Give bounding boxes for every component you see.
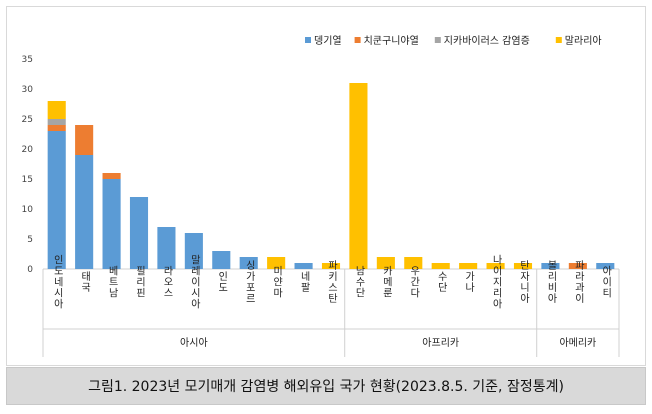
bar-1-10 — [294, 263, 313, 269]
bar-1-21 — [596, 263, 615, 269]
bar-4-11 — [321, 263, 341, 269]
bar-4-13 — [376, 257, 395, 269]
category-label: 태국 — [79, 271, 91, 293]
category-label: 볼리비아 — [545, 260, 557, 304]
legend-label: 뎅기열 — [314, 35, 342, 47]
legend-label: 말라리아 — [565, 35, 602, 47]
bar-4-18 — [513, 263, 533, 269]
category-label: 탄자니아 — [518, 260, 530, 304]
bar-4-16 — [459, 263, 478, 269]
category-label: 파라과이 — [572, 260, 584, 304]
bar-4-12 — [349, 83, 368, 269]
category-label: 카메룬 — [380, 265, 392, 298]
y-tick-label: 20 — [22, 145, 34, 155]
figure-caption: 그림1. 2023년 모기매개 감염병 해외유입 국가 현황(2023.8.5.… — [88, 379, 564, 395]
bar-4-17 — [486, 263, 505, 269]
bar-1-5 — [157, 227, 176, 269]
category-label: 인도 — [216, 271, 228, 293]
y-tick-label: 10 — [22, 205, 34, 215]
bar-4-1 — [47, 101, 66, 119]
chart-svg: 0 5 10 15 20 25 30 35 인도네시아 태국 베트남 필리핀 라오스 말레이시아 인도 싱가포… — [22, 35, 620, 357]
y-tick-label: 5 — [27, 235, 33, 245]
bar-1-4 — [129, 197, 149, 269]
category-label: 라오스 — [161, 265, 173, 298]
bar-1-6 — [184, 233, 203, 269]
category-label: 아이티 — [600, 265, 612, 298]
category-label: 싱가포르 — [243, 260, 255, 304]
bar-2-2 — [75, 125, 94, 155]
y-tick-label: 35 — [22, 55, 33, 65]
bar-1-1 — [47, 131, 66, 269]
bar-2-3 — [102, 173, 121, 179]
y-tick-label: 30 — [22, 85, 34, 95]
bar-1-8 — [239, 257, 258, 269]
category-label: 파키스탄 — [326, 260, 338, 304]
bar-1-7 — [212, 251, 231, 269]
group-label: 아메리카 — [559, 337, 596, 349]
category-label: 미얀마 — [271, 265, 283, 298]
y-tick-label: 25 — [22, 115, 33, 125]
bar-1-19 — [541, 263, 560, 269]
bar-2-1 — [47, 125, 66, 131]
legend-swatch — [434, 37, 441, 43]
legend-label: 치쿤구니야열 — [364, 35, 419, 47]
category-label: 필리핀 — [134, 265, 146, 298]
category-label: 가나 — [463, 271, 475, 293]
y-tick-label: 15 — [22, 175, 33, 185]
y-tick-label: 0 — [27, 265, 33, 275]
category-label: 베트남 — [106, 265, 118, 298]
legend-swatch — [555, 37, 562, 43]
caption-box: 그림1. 2023년 모기매개 감염병 해외유입 국가 현황(2023.8.5.… — [6, 367, 646, 405]
category-label: 나이지리아 — [490, 254, 502, 309]
bar-1-3 — [102, 179, 121, 269]
legend-swatch — [354, 37, 361, 43]
bar-4-15 — [431, 263, 450, 269]
category-label: 네팔 — [298, 271, 310, 293]
category-label: 인도네시아 — [51, 254, 63, 309]
bar-2-20 — [568, 263, 587, 269]
group-label: 아시아 — [180, 337, 208, 349]
bar-4-14 — [404, 257, 423, 269]
bar-1-2 — [75, 155, 94, 269]
bar-4-9 — [267, 257, 286, 269]
bar-3-1 — [47, 119, 66, 125]
legend-swatch — [305, 37, 311, 43]
legend-label: 지카바이러스 감염증 — [444, 35, 530, 47]
chart-frame: 0 5 10 15 20 25 30 35 인도네시아 태국 베트남 필리핀 라오스 말레이시아 인도 싱가포… — [6, 6, 646, 366]
category-label: 남수단 — [353, 265, 365, 298]
category-label: 말레이시아 — [188, 254, 200, 309]
category-label: 수단 — [435, 271, 447, 293]
group-label: 아프리카 — [422, 337, 459, 349]
category-label: 우간다 — [408, 265, 420, 298]
